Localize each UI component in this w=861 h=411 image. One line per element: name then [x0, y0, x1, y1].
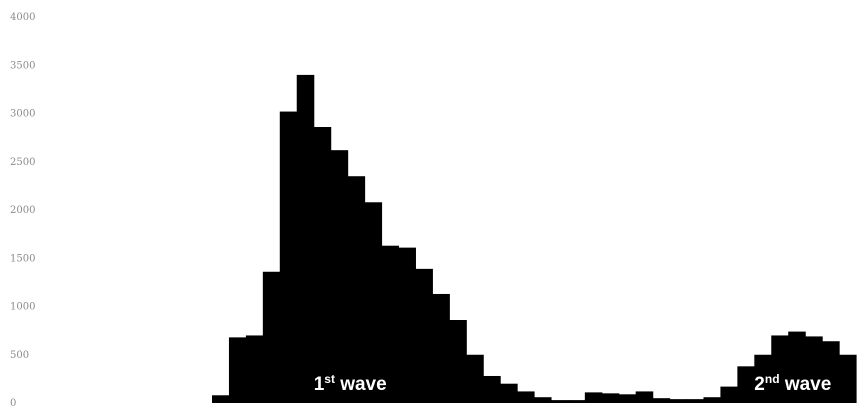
wave-label: 2nd wave: [754, 372, 831, 395]
bar: [279, 111, 298, 403]
bar: [720, 386, 738, 403]
bar: [635, 391, 654, 403]
bar: [466, 354, 484, 403]
y-tick-label: 500: [10, 350, 29, 361]
bar: [805, 336, 823, 403]
bar: [822, 341, 840, 403]
y-tick-label: 3500: [10, 60, 35, 71]
bars-group: [212, 74, 857, 404]
bar: [703, 397, 722, 403]
bar: [567, 400, 586, 403]
bar: [364, 202, 383, 403]
bar: [652, 398, 671, 403]
bar: [737, 366, 755, 403]
y-tick-label: 2500: [10, 157, 35, 168]
y-tick-label: 4000: [10, 12, 35, 23]
y-axis-ticks: 0 500 1000 1500 2000 2500 3000 3500 4000: [10, 12, 35, 409]
bar: [669, 399, 688, 403]
bar: [839, 354, 857, 403]
y-tick-label: 1000: [10, 302, 35, 313]
bar: [347, 176, 366, 403]
bar: [584, 392, 603, 403]
y-tick-label: 1500: [10, 253, 35, 264]
wave-label: 1st wave: [314, 372, 387, 395]
bar: [771, 335, 789, 403]
bar: [262, 271, 281, 403]
bar: [381, 245, 400, 403]
bar: [517, 391, 535, 403]
bar: [618, 394, 637, 403]
bar: [245, 335, 264, 403]
annotations-group: 1st wave 2nd wave: [314, 372, 832, 395]
bar: [449, 320, 467, 403]
bar: [500, 383, 518, 403]
bar: [228, 337, 247, 403]
bar: [330, 150, 349, 403]
bar: [754, 354, 772, 403]
bar: [550, 400, 569, 403]
bar: [296, 74, 315, 404]
bar: [313, 127, 332, 403]
bar: [432, 293, 450, 403]
bar: [398, 247, 416, 403]
y-tick-label: 3000: [10, 109, 35, 120]
bar: [788, 331, 806, 403]
bar: [483, 375, 501, 403]
bar: [415, 268, 433, 403]
y-tick-label: 2000: [10, 205, 35, 216]
bar: [212, 395, 230, 403]
bar: [601, 393, 620, 403]
bar: [686, 399, 705, 403]
bar: [534, 397, 552, 403]
y-tick-label: 0: [10, 398, 16, 409]
